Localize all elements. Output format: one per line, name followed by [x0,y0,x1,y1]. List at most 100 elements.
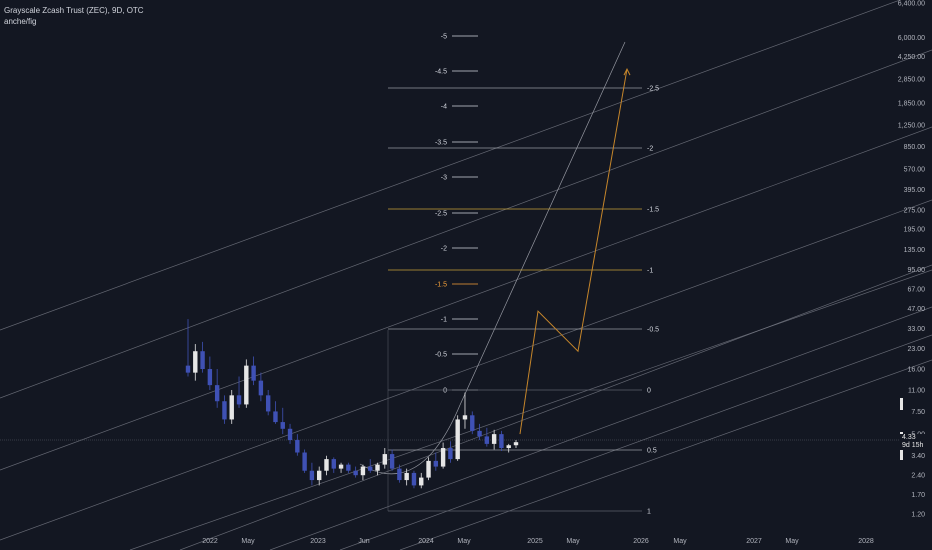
candle-body [477,430,482,437]
time-tick-label: May [457,538,471,545]
candle-body [258,380,264,396]
candle-body [193,351,198,373]
candle-body [214,385,220,402]
fib-right-label: 1 [647,509,651,516]
price-tick-label: 2,850.00 [898,76,925,83]
price-tick-label: 1,250.00 [898,123,925,130]
candle-body [433,460,439,467]
price-tick-label: 1.70 [911,492,925,499]
time-tick-label: May [673,538,687,545]
candle-body [287,428,293,441]
candle-body [499,434,504,449]
fib-left-label: -5 [441,34,447,41]
fib-left-label: -0.5 [435,352,447,359]
price-tick-label: 1.20 [911,512,925,519]
candle-body [462,415,468,420]
price-tick-label: 850.00 [904,144,926,151]
candle-body [470,415,475,431]
time-axis[interactable]: 2022 May 2023 Jun 2024 May 2025 May 2026 May 2027 M… [202,538,874,545]
candle-body [419,477,424,486]
current-price-value: 4.33 [902,434,916,441]
fib-left-label: -4.5 [435,69,447,76]
price-tick-label: 570.00 [904,167,926,174]
channel-line [179,264,932,550]
candlestick-series [185,319,519,489]
fib-left-label: -2.5 [435,211,447,218]
channel-line [339,334,932,550]
channel-line [269,306,932,550]
candle-body [280,422,285,429]
candle-body [295,440,300,453]
price-tick-label: 3.40 [911,453,925,460]
channel-line [0,0,901,331]
price-tick-label: 6,000.00 [898,35,925,42]
fib-left-label: -4 [441,104,447,111]
fib-right-label: -0.5 [647,327,659,334]
price-tick-label: 195.00 [904,227,926,234]
candle-body [368,466,373,471]
fib-left-label: -2 [441,246,447,253]
fib-right-label: 0 [647,388,651,395]
candle-body [207,369,213,386]
time-tick-label: May [566,538,580,545]
candle-body [200,351,205,370]
candle-body [513,442,519,446]
price-tick-label: 95.00 [907,267,925,274]
candle-body [375,464,380,471]
price-tick-label: 135.00 [904,247,926,254]
candle-body [317,470,322,481]
channel-line [399,359,932,550]
fib-extension-right: -2.5 -2 -1.5 -1 -0.5 0 0.5 1 [387,86,659,516]
candle-body [244,365,249,405]
fib-right-label: -1.5 [647,207,659,214]
channel-line [129,269,932,550]
candle-body [404,472,409,481]
fib-left-label: -1 [441,317,447,324]
fib-left-label: -1.5 [435,282,447,289]
price-tick-label: 11.00 [908,387,925,394]
candle-body [236,395,242,405]
price-tick-label: 1,850.00 [898,101,925,108]
candle-body [353,470,358,476]
fib-left-label: -3.5 [435,140,447,147]
price-tick-label: 2.40 [911,473,925,480]
time-tick-label: Jun [358,538,369,545]
candle-body [331,459,336,469]
current-price-tag: 4.33 9d 15h [900,434,930,450]
time-tick-label: May [241,538,255,545]
price-tick-label: 23.00 [907,346,925,353]
candle-body [273,411,278,423]
candle-body [360,466,366,476]
fib-right-label: -1 [647,268,653,275]
price-tick-label: 275.00 [904,207,926,214]
price-tick-label: 6,400.00 [898,1,925,8]
time-tick-label: May [785,538,799,545]
candle-body [411,472,417,486]
axis-marker [900,398,903,410]
fib-extension-left: -5 -4.5 -4 -3.5 -3 -2.5 -2 -1.5 -1 -0.5 0 [435,34,478,395]
channel-line [0,199,932,541]
candle-body [265,395,271,412]
candle-body [440,448,446,467]
candle-body [222,401,227,420]
time-tick-label: 2027 [746,538,762,545]
fib-left-label: -3 [441,175,447,182]
price-axis[interactable]: 6,400.00 6,000.00 4,250.00 2,850.00 1,850.00… [898,1,925,519]
channel-line [0,126,932,471]
time-tick-label: 2026 [633,538,649,545]
price-tick-label: 47.00 [907,306,925,313]
candle-body [251,365,256,381]
fib-right-label: -2.5 [647,86,659,93]
fib-left-label: 0 [443,388,447,395]
price-tick-label: 4,250.00 [898,54,925,61]
channel-line [0,49,932,399]
candle-body [455,419,460,460]
bar-countdown: 9d 15h [902,442,924,449]
price-tick-label: 395.00 [904,187,926,194]
time-tick-label: 2024 [418,538,434,545]
curve-line [359,41,626,475]
time-tick-label: 2028 [858,538,874,545]
price-tick-label: 16.00 [907,367,925,374]
